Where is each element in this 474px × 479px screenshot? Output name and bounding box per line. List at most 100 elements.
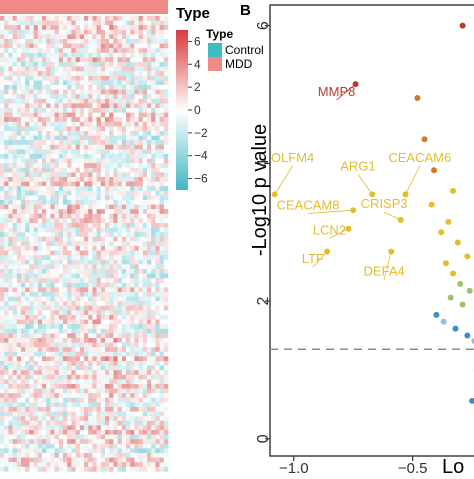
- heatmap-cell: [118, 57, 123, 62]
- heatmap-cell: [4, 278, 9, 283]
- heatmap-cell: [42, 274, 47, 279]
- heatmap-cell: [50, 458, 55, 463]
- heatmap-cell: [46, 122, 51, 127]
- heatmap-cell: [105, 131, 110, 136]
- heatmap-cell: [71, 260, 76, 265]
- heatmap-cell: [105, 320, 110, 325]
- heatmap-cell: [76, 283, 81, 288]
- heatmap-cell: [38, 462, 43, 467]
- heatmap-cell: [71, 67, 76, 72]
- heatmap-cell: [155, 117, 160, 122]
- heatmap-cell: [71, 416, 76, 421]
- heatmap-cell: [109, 159, 114, 164]
- heatmap-cell: [97, 71, 102, 76]
- heatmap-cell: [55, 159, 60, 164]
- heatmap-cell: [38, 39, 43, 44]
- heatmap-cell: [8, 122, 13, 127]
- heatmap-cell: [42, 154, 47, 159]
- heatmap-cell: [0, 352, 5, 357]
- heatmap-cell: [55, 458, 60, 463]
- heatmap-cell: [97, 347, 102, 352]
- gene-label: LCN2: [313, 222, 346, 237]
- heatmap-cell: [42, 103, 47, 108]
- heatmap-cell: [63, 218, 68, 223]
- heatmap-cell: [147, 117, 152, 122]
- heatmap-cell: [71, 182, 76, 187]
- heatmap-cell: [155, 136, 160, 141]
- heatmap-cell: [13, 237, 18, 242]
- heatmap-cell: [25, 163, 30, 168]
- heatmap-cell: [13, 384, 18, 389]
- heatmap-cell: [118, 320, 123, 325]
- heatmap-cell: [113, 402, 118, 407]
- heatmap-cell: [76, 21, 81, 26]
- heatmap-cell: [80, 90, 85, 95]
- heatmap-cell: [38, 333, 43, 338]
- heatmap-cell: [0, 136, 5, 141]
- heatmap-cell: [101, 379, 106, 384]
- heatmap-cell: [118, 278, 123, 283]
- heatmap-cell: [155, 384, 160, 389]
- heatmap-cell: [25, 444, 30, 449]
- heatmap-cell: [21, 136, 26, 141]
- heatmap-cell: [46, 131, 51, 136]
- heatmap-cell: [80, 366, 85, 371]
- heatmap-cell: [25, 292, 30, 297]
- heatmap-cell: [63, 462, 68, 467]
- heatmap-cell: [84, 425, 89, 430]
- heatmap-cell: [126, 76, 131, 81]
- heatmap-cell: [63, 99, 68, 104]
- heatmap-cell: [80, 439, 85, 444]
- heatmap-cell: [34, 39, 39, 44]
- heatmap-cell: [155, 389, 160, 394]
- heatmap-cell: [134, 329, 139, 334]
- heatmap-cell: [84, 25, 89, 30]
- heatmap-cell: [46, 301, 51, 306]
- heatmap-cell: [29, 329, 34, 334]
- heatmap-cell: [122, 462, 127, 467]
- heatmap-cell: [134, 435, 139, 440]
- heatmap-cell: [42, 25, 47, 30]
- heatmap-cell: [109, 416, 114, 421]
- heatmap-cell: [0, 53, 5, 58]
- heatmap-cell: [34, 269, 39, 274]
- heatmap-cell: [50, 48, 55, 53]
- heatmap-cell: [71, 439, 76, 444]
- heatmap-cell: [67, 223, 72, 228]
- heatmap-cell: [122, 39, 127, 44]
- heatmap-cell: [42, 425, 47, 430]
- heatmap-cell: [155, 402, 160, 407]
- heatmap-cell: [71, 186, 76, 191]
- heatmap-cell: [34, 356, 39, 361]
- heatmap-cell: [151, 398, 156, 403]
- heatmap-cell: [151, 145, 156, 150]
- heatmap-cell: [50, 30, 55, 35]
- heatmap-cell: [29, 439, 34, 444]
- heatmap-cell: [143, 412, 148, 417]
- heatmap-cell: [21, 237, 26, 242]
- heatmap-cell: [105, 333, 110, 338]
- heatmap-cell: [130, 458, 135, 463]
- heatmap-cell: [0, 44, 5, 49]
- heatmap-cell: [88, 113, 93, 118]
- type-legend: Type Control MDD: [206, 27, 264, 71]
- heatmap-cell: [67, 122, 72, 127]
- heatmap-cell: [84, 113, 89, 118]
- heatmap-cell: [8, 108, 13, 113]
- heatmap-cell: [164, 393, 169, 398]
- heatmap-cell: [105, 255, 110, 260]
- heatmap-cell: [151, 30, 156, 35]
- heatmap-cell: [71, 306, 76, 311]
- heatmap-cell: [0, 251, 5, 256]
- heatmap-cell: [8, 301, 13, 306]
- heatmap-cell: [118, 393, 123, 398]
- heatmap-cell: [59, 402, 64, 407]
- heatmap-cell: [67, 361, 72, 366]
- heatmap-cell: [55, 352, 60, 357]
- heatmap-cell: [126, 320, 131, 325]
- heatmap-cell: [63, 467, 68, 472]
- heatmap-cell: [101, 205, 106, 210]
- heatmap-cell: [92, 269, 97, 274]
- heatmap-cell: [21, 172, 26, 177]
- heatmap-cell: [109, 237, 114, 242]
